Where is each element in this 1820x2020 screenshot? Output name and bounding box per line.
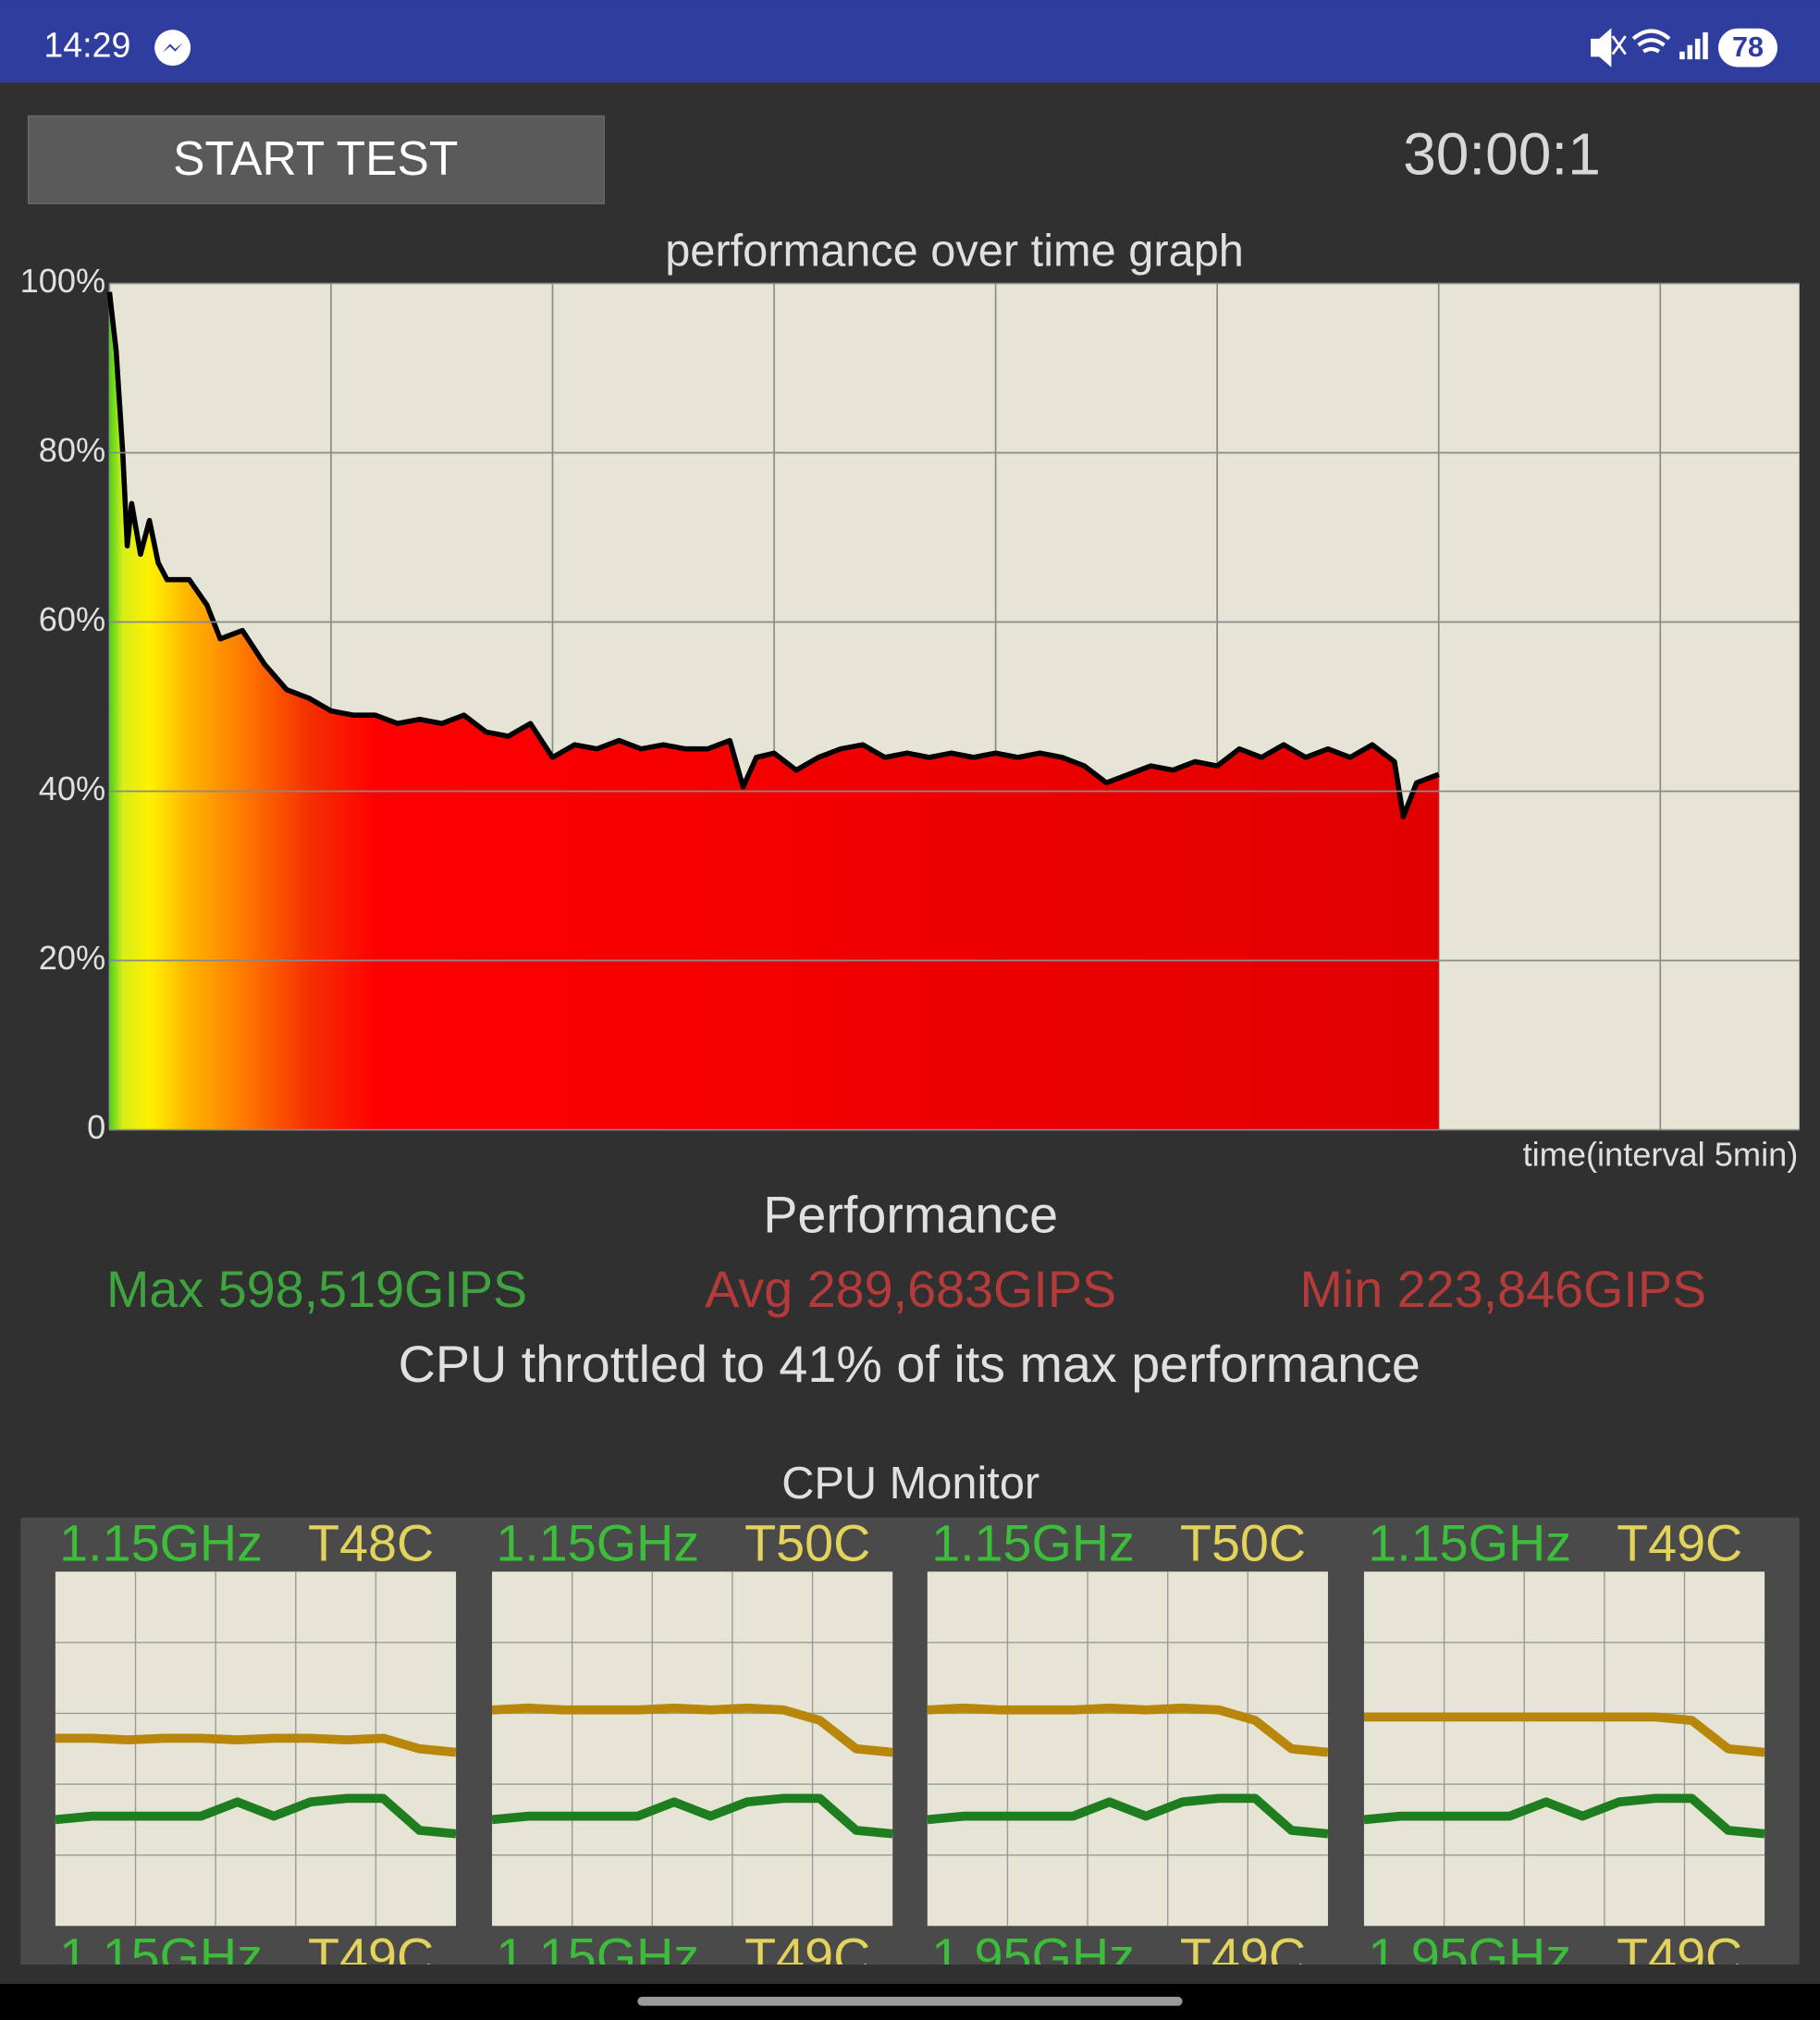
cpu-monitor-layer: 1.15GHz T48C 1.15GHz T49C 1.15GHz T50C 1.15GHz… [55, 1515, 1765, 1986]
next-core-frequency: 1.95GHz [931, 1928, 1135, 1986]
status-bar [0, 0, 1820, 83]
core-chart [927, 1571, 1328, 1927]
core-line [1363, 1793, 1765, 1839]
core-line [1363, 1712, 1765, 1757]
next-core-temperature: T49C [308, 1928, 434, 1986]
throttle-summary: CPU throttled to 41% of its max performa… [399, 1336, 1420, 1393]
core-temperature: T50C [1180, 1515, 1306, 1572]
battery-level: 78 [1732, 31, 1764, 63]
min-performance: Min 223,846GIPS [1300, 1261, 1707, 1318]
y-tick-label: 80% [39, 431, 105, 469]
plot-layer [106, 282, 1800, 1131]
performance-title: Performance [763, 1186, 1058, 1243]
max-performance: Max 598,519GIPS [106, 1261, 527, 1318]
chart-title: performance over time graph [665, 226, 1244, 276]
core-line [927, 1793, 1329, 1839]
core-temperature: T49C [1617, 1515, 1742, 1572]
core-frequency: 1.15GHz [1368, 1515, 1571, 1572]
core-frequency: 1.15GHz [496, 1515, 699, 1572]
next-core-frequency: 1.95GHz [1368, 1928, 1571, 1986]
y-tick-label: 20% [39, 939, 105, 977]
core-chart [492, 1571, 893, 1927]
next-core-temperature: T49C [1180, 1928, 1306, 1986]
performance-line [106, 291, 1440, 819]
core-chart [55, 1571, 457, 1927]
next-core-temperature: T49C [1617, 1928, 1742, 1986]
y-tick-label: 40% [39, 770, 105, 807]
cpu-monitor-title: CPU Monitor [781, 1459, 1039, 1509]
signal-icon [1679, 31, 1708, 60]
timer: 30:00:1 [1403, 120, 1601, 187]
avg-performance: Avg 289,683GIPS [705, 1261, 1116, 1318]
x-axis-label: time(interval 5min) [1523, 1135, 1799, 1173]
messenger-bolt [162, 43, 183, 54]
core-chart [1363, 1571, 1765, 1927]
core-line [55, 1733, 457, 1757]
clock: 14:29 [43, 26, 130, 65]
mute-icon [1591, 28, 1627, 68]
core-frequency: 1.15GHz [59, 1515, 263, 1572]
core-temperature: T48C [308, 1515, 434, 1572]
next-core-frequency: 1.15GHz [59, 1928, 263, 1986]
wifi-icon [1631, 29, 1671, 54]
home-indicator [637, 1996, 1183, 2006]
start-test-button[interactable] [27, 115, 605, 204]
start-test-label[interactable]: START TEST [173, 131, 458, 185]
y-tick-label: 100% [20, 262, 106, 300]
next-core-temperature: T49C [744, 1928, 870, 1986]
y-tick-label: 0 [87, 1108, 105, 1146]
core-frequency: 1.15GHz [931, 1515, 1135, 1572]
y-tick-label: 60% [39, 600, 105, 638]
core-line [491, 1793, 893, 1839]
performance-area [109, 291, 1439, 1130]
core-line [927, 1703, 1329, 1757]
core-temperature: T50C [744, 1515, 870, 1572]
core-line [491, 1703, 893, 1757]
core-line [55, 1793, 457, 1839]
next-core-frequency: 1.15GHz [496, 1928, 699, 1986]
battery-pill [1717, 28, 1778, 68]
